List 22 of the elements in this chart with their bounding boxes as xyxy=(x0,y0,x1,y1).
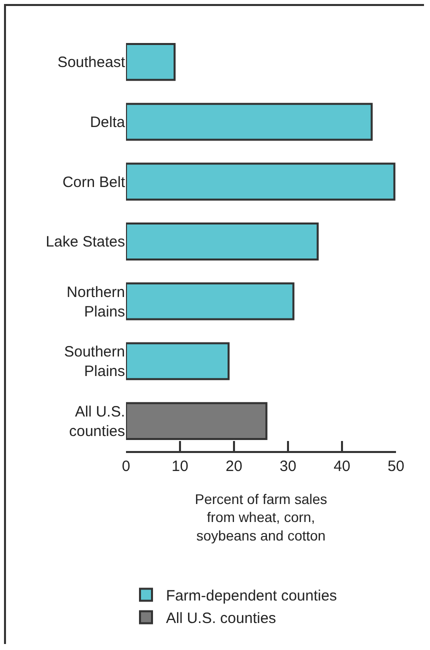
y-tick-label: Lake States xyxy=(46,234,125,251)
x-tick-label: 10 xyxy=(172,458,188,475)
bar xyxy=(126,162,396,201)
y-tick-label: Corn Belt xyxy=(62,174,126,191)
bar xyxy=(126,42,176,81)
bar xyxy=(126,282,294,320)
x-tick-label: 40 xyxy=(334,458,350,475)
y-tick-label: Northern Plains xyxy=(66,284,125,320)
legend-label: All U.S. counties xyxy=(166,610,276,628)
bar xyxy=(126,102,373,141)
x-tick-label: 50 xyxy=(388,458,404,475)
y-tick-label: Southeast xyxy=(57,54,126,72)
y-tick-label: All U.S. counties xyxy=(69,404,125,440)
x-tick-label: 30 xyxy=(280,458,296,475)
y-tick-label: Southern Plains xyxy=(64,344,125,380)
x-tick-label: 0 xyxy=(122,458,130,475)
bar xyxy=(126,222,319,260)
x-axis-title: Percent of farm sales from wheat, corn, soybeans and cotton xyxy=(194,491,328,544)
legend-label: Farm-dependent counties xyxy=(166,588,337,605)
y-tick-label: Delta xyxy=(90,114,126,132)
x-tick-label: 20 xyxy=(226,458,242,475)
bar xyxy=(126,342,230,380)
